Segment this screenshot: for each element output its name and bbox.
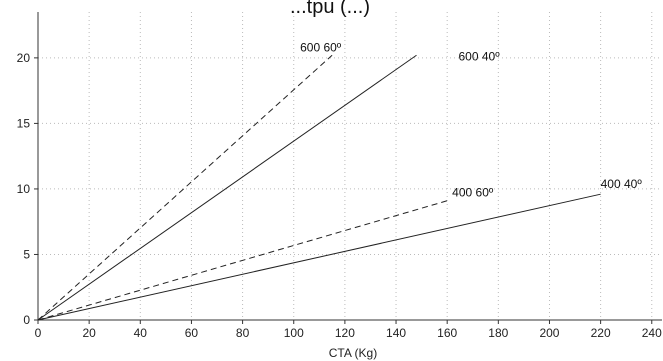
y-tick-label: 5 [23,247,30,261]
x-tick-label: 200 [539,326,559,340]
x-axis-label: CTA (Kg) [329,346,377,360]
x-tick-label: 240 [642,326,662,340]
chart-title: ...tpu (...) [290,0,370,18]
series-label: 400 60º [452,186,494,200]
series-line-600-40 [37,54,417,321]
series-label: 600 40º [458,49,500,63]
y-tick-label: 20 [17,51,31,65]
x-tick-label: 60 [185,326,199,340]
series-labels: 600 60º 600 40º 400 60º 400 40º [300,40,642,199]
x-tick-label: 220 [591,326,611,340]
x-tick-label: 160 [437,326,457,340]
series-label: 600 60º [300,40,342,54]
x-tick-label: 80 [236,326,250,340]
series-line-400-60 [37,200,448,321]
axes [37,12,662,321]
series-line-400-40 [37,193,601,321]
y-tick-label: 0 [23,313,30,327]
x-tick-label: 180 [488,326,508,340]
x-ticks: 0 20 40 60 80 100 120 140 160 180 200 220 240 [35,320,662,340]
series-label: 400 40º [601,177,643,191]
y-ticks: 0 5 10 15 20 [17,51,38,327]
y-tick-label: 15 [17,116,31,130]
x-tick-label: 20 [82,326,96,340]
x-tick-label: 0 [35,326,42,340]
series [37,54,601,321]
x-tick-label: 40 [134,326,148,340]
series-line-600-60 [37,54,333,321]
x-tick-label: 120 [335,326,355,340]
x-tick-label: 140 [386,326,406,340]
x-tick-label: 100 [284,326,304,340]
grid [38,12,662,320]
y-tick-label: 10 [17,182,31,196]
